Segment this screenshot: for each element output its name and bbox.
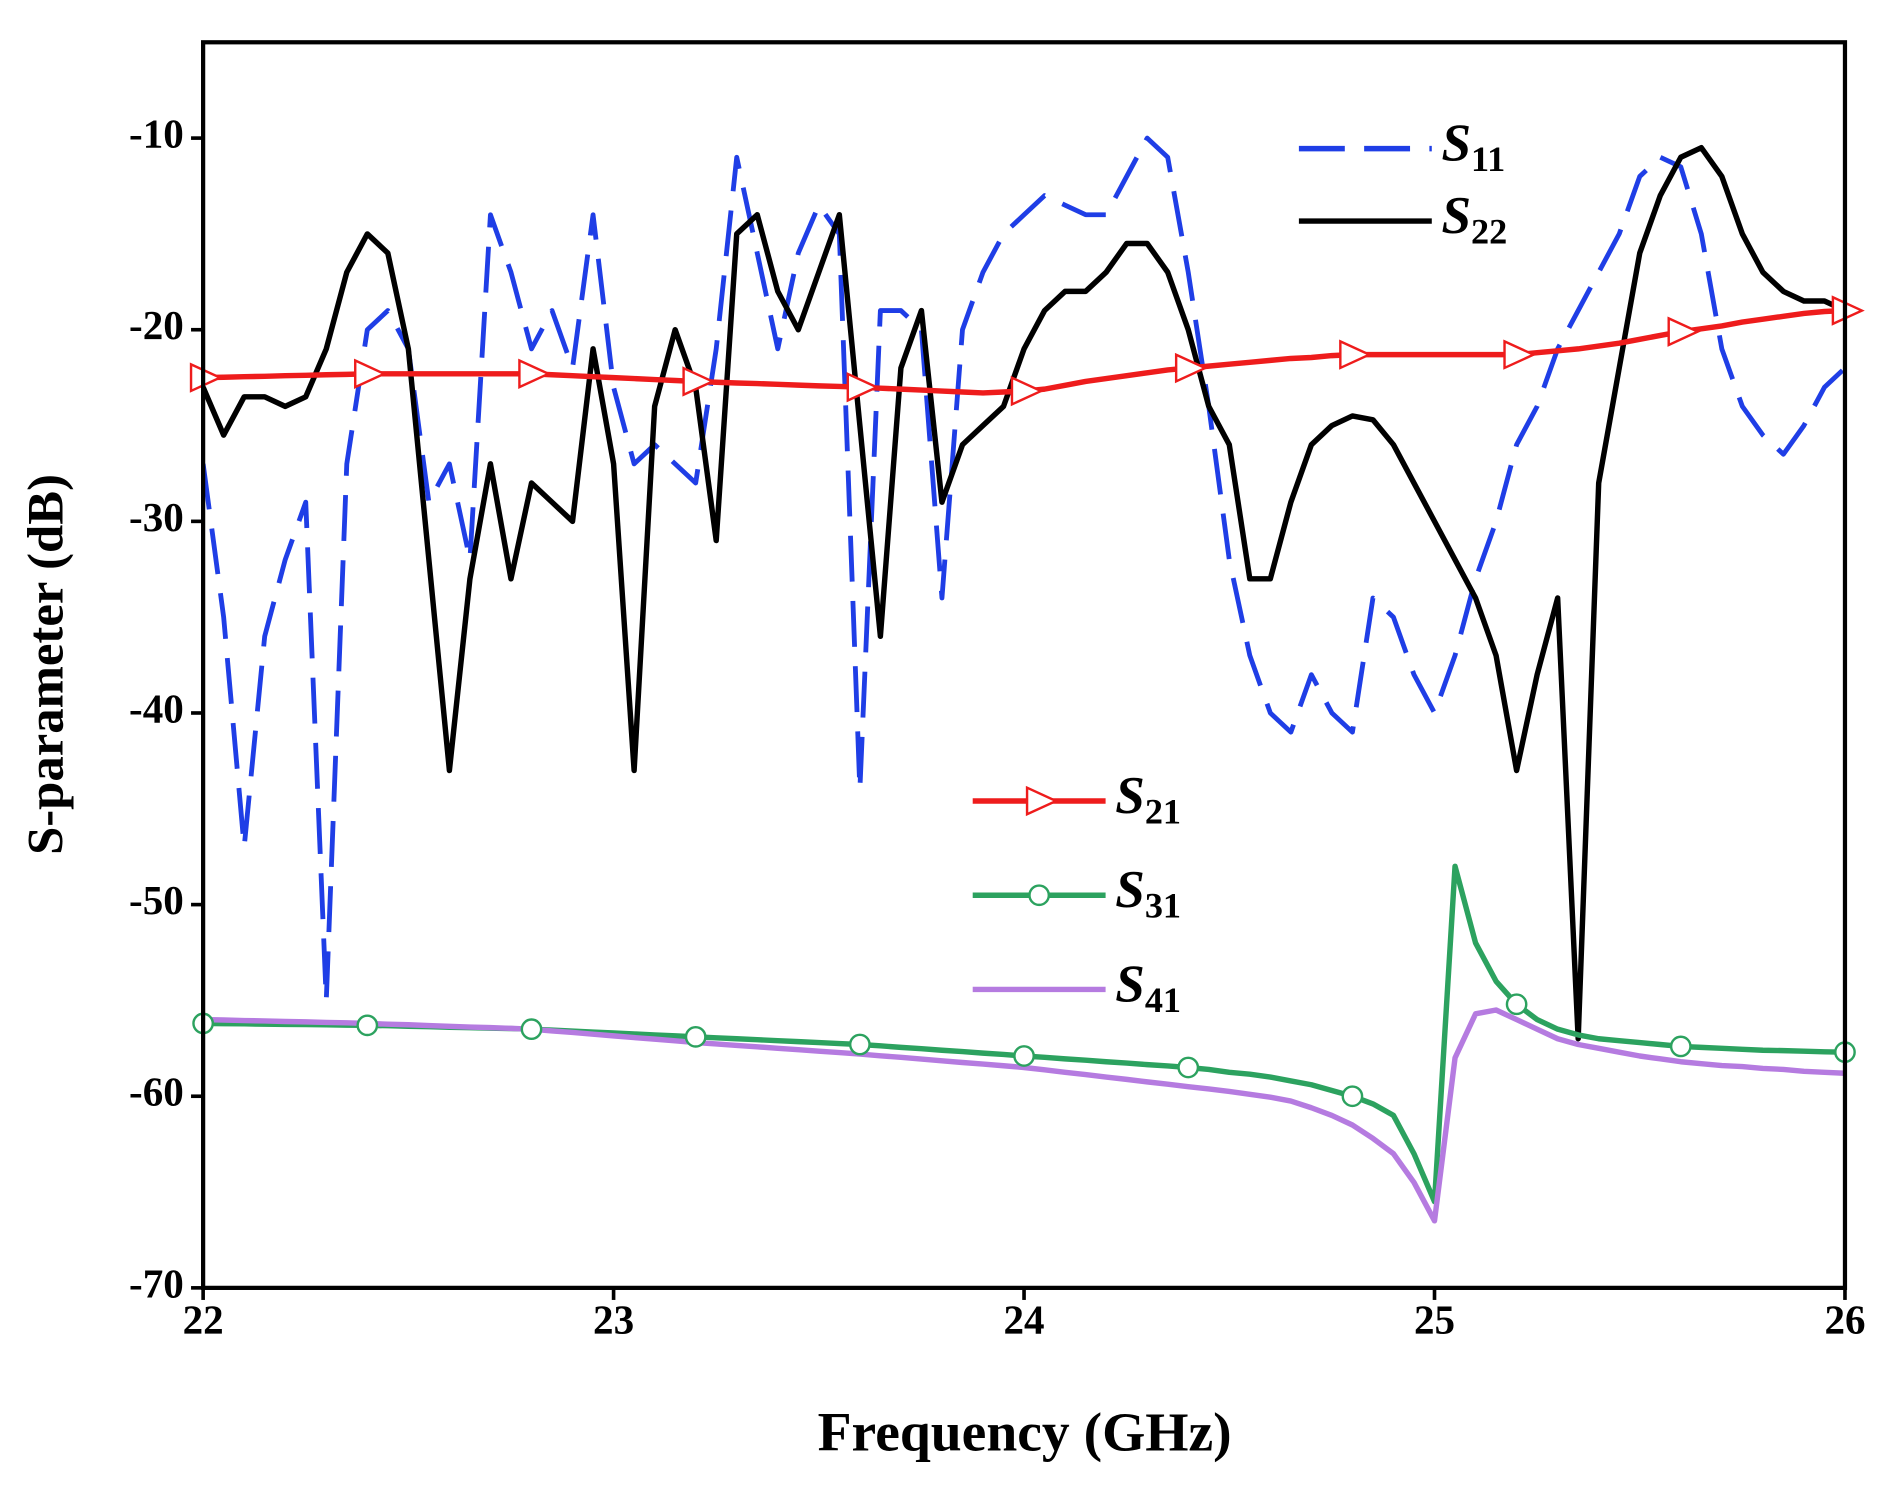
x-tick-label: 26 [1824, 1297, 1865, 1343]
legend-label: S41 [1115, 956, 1181, 1021]
series-line [203, 1007, 1845, 1224]
series-marker [1174, 352, 1209, 384]
series-marker [1503, 339, 1537, 370]
y-tick-label: -30 [129, 494, 184, 540]
legend-label: S21 [1115, 767, 1181, 832]
series-marker [1831, 295, 1865, 326]
series-marker [189, 362, 223, 393]
y-tick-label: -10 [129, 111, 184, 157]
legend-marker [1028, 884, 1051, 907]
series-line [203, 863, 1845, 1205]
series-marker [356, 1014, 379, 1037]
legend-label: S31 [1115, 861, 1181, 926]
plot-frame [201, 40, 1848, 1290]
series-marker [1505, 993, 1528, 1016]
series-marker [682, 366, 716, 397]
series-marker [1013, 1045, 1035, 1067]
legend-label: S11 [1441, 115, 1505, 180]
x-tick-label: 22 [183, 1297, 224, 1343]
series-line [203, 135, 1845, 1003]
series-marker [1010, 375, 1044, 407]
markers [189, 295, 1865, 1108]
series-marker [354, 358, 388, 389]
series-marker [848, 1033, 871, 1056]
legend-marker [1025, 785, 1059, 817]
series-line [203, 144, 1845, 1042]
series-marker [846, 372, 880, 403]
x-tick-label: 25 [1414, 1297, 1455, 1343]
x-tick-label: 24 [1004, 1297, 1045, 1343]
series-marker [520, 1018, 543, 1041]
y-tick-label: -50 [129, 877, 184, 923]
series-marker [1177, 1056, 1200, 1079]
series-marker [684, 1025, 707, 1048]
plot-area [203, 135, 1845, 1224]
series-marker [518, 358, 552, 389]
y-tick-label: -60 [129, 1069, 184, 1115]
series-marker [1339, 339, 1373, 370]
y-tick-label: -70 [129, 1260, 184, 1306]
y-tick-label: -40 [129, 685, 184, 731]
series-marker [1341, 1085, 1364, 1108]
x-axis-label: Frequency (GHz) [818, 1401, 1232, 1463]
legend-label: S22 [1441, 187, 1507, 252]
y-axis-label: S-parameter (dB) [18, 474, 74, 855]
y-tick-label: -20 [129, 302, 184, 348]
x-tick-label: 23 [593, 1297, 634, 1343]
series-marker [1669, 1035, 1692, 1058]
series-marker [1667, 316, 1701, 347]
